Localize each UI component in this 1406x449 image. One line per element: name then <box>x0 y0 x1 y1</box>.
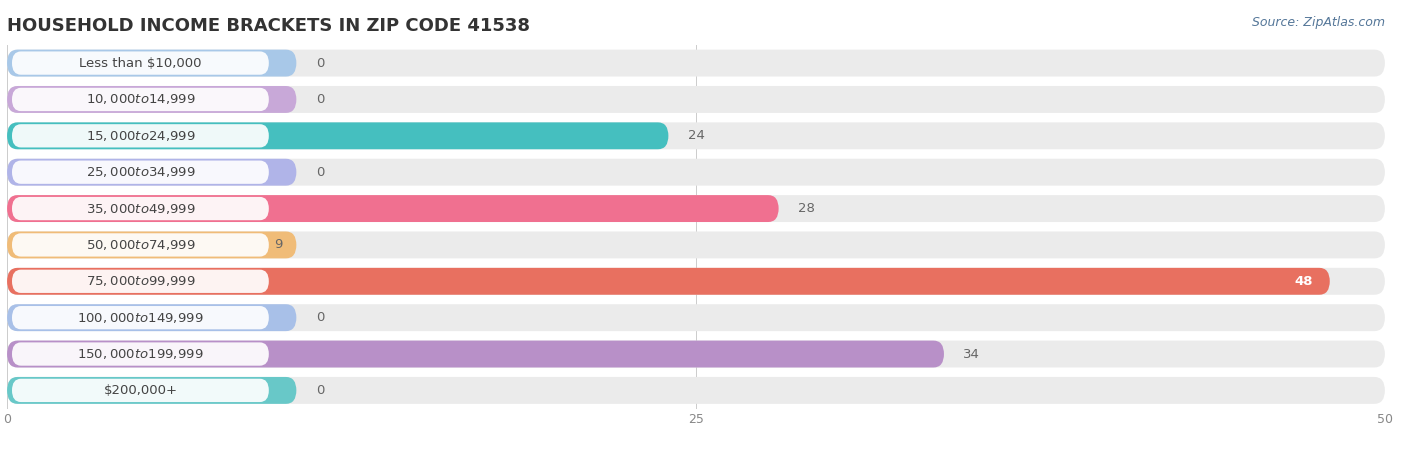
Text: $200,000+: $200,000+ <box>104 384 177 397</box>
FancyBboxPatch shape <box>7 341 1385 367</box>
FancyBboxPatch shape <box>13 161 269 184</box>
Text: 0: 0 <box>316 93 323 106</box>
Text: 0: 0 <box>316 166 323 179</box>
Text: $75,000 to $99,999: $75,000 to $99,999 <box>86 274 195 288</box>
FancyBboxPatch shape <box>7 341 943 367</box>
FancyBboxPatch shape <box>7 159 1385 185</box>
FancyBboxPatch shape <box>7 123 668 149</box>
Text: 48: 48 <box>1295 275 1313 288</box>
FancyBboxPatch shape <box>13 379 269 402</box>
Text: $25,000 to $34,999: $25,000 to $34,999 <box>86 165 195 179</box>
Text: Less than $10,000: Less than $10,000 <box>79 57 201 70</box>
FancyBboxPatch shape <box>7 123 1385 149</box>
Text: 9: 9 <box>274 238 283 251</box>
FancyBboxPatch shape <box>7 268 1330 295</box>
Text: 0: 0 <box>316 311 323 324</box>
Text: $15,000 to $24,999: $15,000 to $24,999 <box>86 129 195 143</box>
FancyBboxPatch shape <box>7 159 297 185</box>
Text: $50,000 to $74,999: $50,000 to $74,999 <box>86 238 195 252</box>
FancyBboxPatch shape <box>7 268 1385 295</box>
Text: 34: 34 <box>963 348 980 361</box>
FancyBboxPatch shape <box>7 195 1385 222</box>
FancyBboxPatch shape <box>13 52 269 75</box>
FancyBboxPatch shape <box>7 377 1385 404</box>
FancyBboxPatch shape <box>13 124 269 147</box>
Text: $35,000 to $49,999: $35,000 to $49,999 <box>86 202 195 216</box>
FancyBboxPatch shape <box>7 195 779 222</box>
Text: $100,000 to $149,999: $100,000 to $149,999 <box>77 311 204 325</box>
Text: $10,000 to $14,999: $10,000 to $14,999 <box>86 92 195 106</box>
FancyBboxPatch shape <box>13 343 269 365</box>
FancyBboxPatch shape <box>7 304 1385 331</box>
FancyBboxPatch shape <box>7 86 1385 113</box>
FancyBboxPatch shape <box>7 50 1385 76</box>
FancyBboxPatch shape <box>13 197 269 220</box>
FancyBboxPatch shape <box>7 377 297 404</box>
Text: Source: ZipAtlas.com: Source: ZipAtlas.com <box>1251 16 1385 29</box>
Text: 24: 24 <box>688 129 704 142</box>
FancyBboxPatch shape <box>7 232 1385 258</box>
Text: 28: 28 <box>799 202 815 215</box>
FancyBboxPatch shape <box>7 50 297 76</box>
FancyBboxPatch shape <box>13 306 269 329</box>
FancyBboxPatch shape <box>7 232 297 258</box>
FancyBboxPatch shape <box>13 233 269 256</box>
FancyBboxPatch shape <box>13 88 269 111</box>
Text: 0: 0 <box>316 384 323 397</box>
Text: HOUSEHOLD INCOME BRACKETS IN ZIP CODE 41538: HOUSEHOLD INCOME BRACKETS IN ZIP CODE 41… <box>7 17 530 35</box>
Text: $150,000 to $199,999: $150,000 to $199,999 <box>77 347 204 361</box>
FancyBboxPatch shape <box>13 270 269 293</box>
FancyBboxPatch shape <box>7 304 297 331</box>
FancyBboxPatch shape <box>7 86 297 113</box>
Text: 0: 0 <box>316 57 323 70</box>
